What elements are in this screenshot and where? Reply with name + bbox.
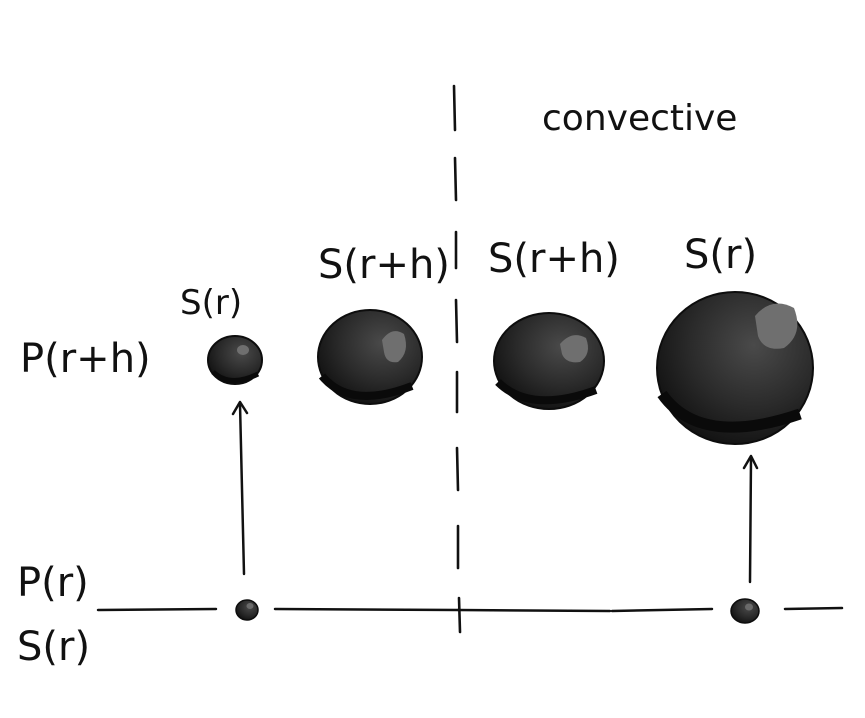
label-bubble-small: S(r) xyxy=(180,283,242,323)
bubble-mid-left xyxy=(317,309,423,405)
label-bubble-mid-right: S(r+h) xyxy=(488,236,620,282)
region-label-convective: convective xyxy=(542,98,737,139)
bubble-mid-right xyxy=(493,312,605,410)
convective-boundary xyxy=(452,84,462,634)
label-pressure-upper: P(r+h) xyxy=(20,336,151,382)
label-pressure-base: P(r) xyxy=(17,560,89,606)
label-bubble-large: S(r) xyxy=(684,232,757,278)
bubble-large xyxy=(656,291,814,445)
seed-bubble-right xyxy=(730,598,760,624)
seed-bubble-left xyxy=(235,599,259,621)
bubble-small xyxy=(207,335,263,385)
growth-arrow-small xyxy=(231,400,249,576)
label-saturation-base: S(r) xyxy=(17,624,90,670)
growth-arrow-large xyxy=(742,454,759,584)
baseline xyxy=(96,606,844,613)
label-bubble-mid-left: S(r+h) xyxy=(318,242,450,288)
